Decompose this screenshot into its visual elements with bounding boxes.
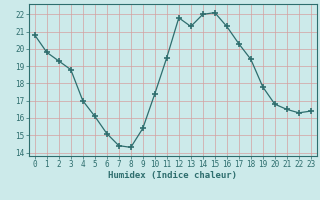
X-axis label: Humidex (Indice chaleur): Humidex (Indice chaleur) <box>108 171 237 180</box>
